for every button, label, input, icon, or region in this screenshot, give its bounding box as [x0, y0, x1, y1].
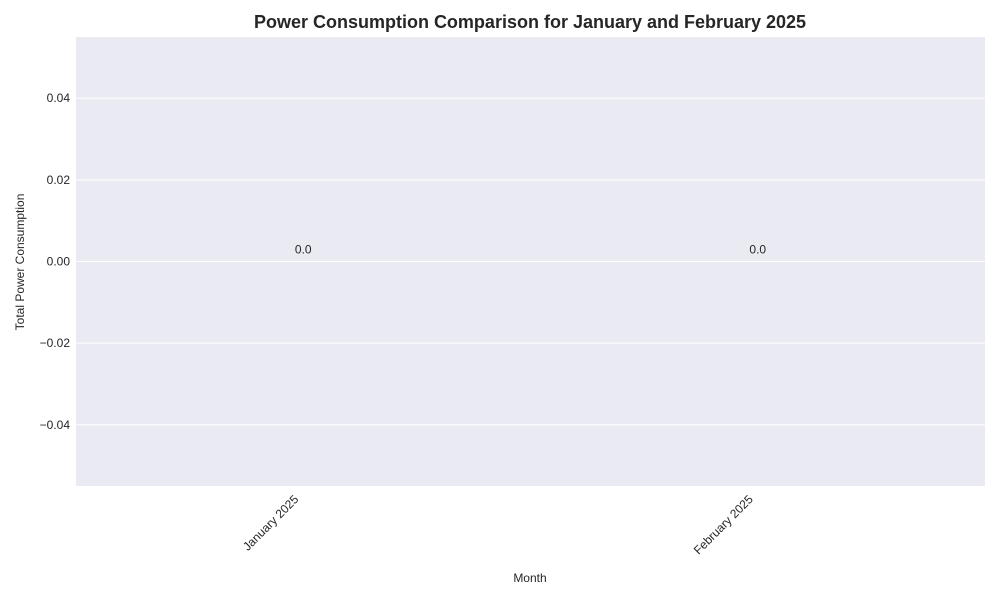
x-axis-label: Month [513, 571, 546, 585]
y-tick-label: 0.02 [47, 173, 71, 187]
x-tick-label: February 2025 [691, 492, 756, 557]
grid-lines [76, 97, 985, 426]
chart-title: Power Consumption Comparison for January… [254, 12, 806, 32]
data-labels: 0.0 0.0 [295, 243, 767, 257]
x-tick-label: January 2025 [240, 492, 302, 554]
y-tick-label: −0.02 [40, 336, 71, 350]
y-tick-label: −0.04 [40, 418, 71, 432]
data-label: 0.0 [295, 243, 312, 257]
x-axis-ticks: January 2025 February 2025 [240, 492, 756, 557]
data-label: 0.0 [749, 243, 766, 257]
y-tick-label: 0.04 [47, 91, 71, 105]
y-axis-label: Total Power Consumption [13, 194, 27, 331]
y-tick-label: 0.00 [47, 255, 71, 269]
y-axis-ticks: −0.04 −0.02 0.00 0.02 0.04 [40, 91, 71, 432]
